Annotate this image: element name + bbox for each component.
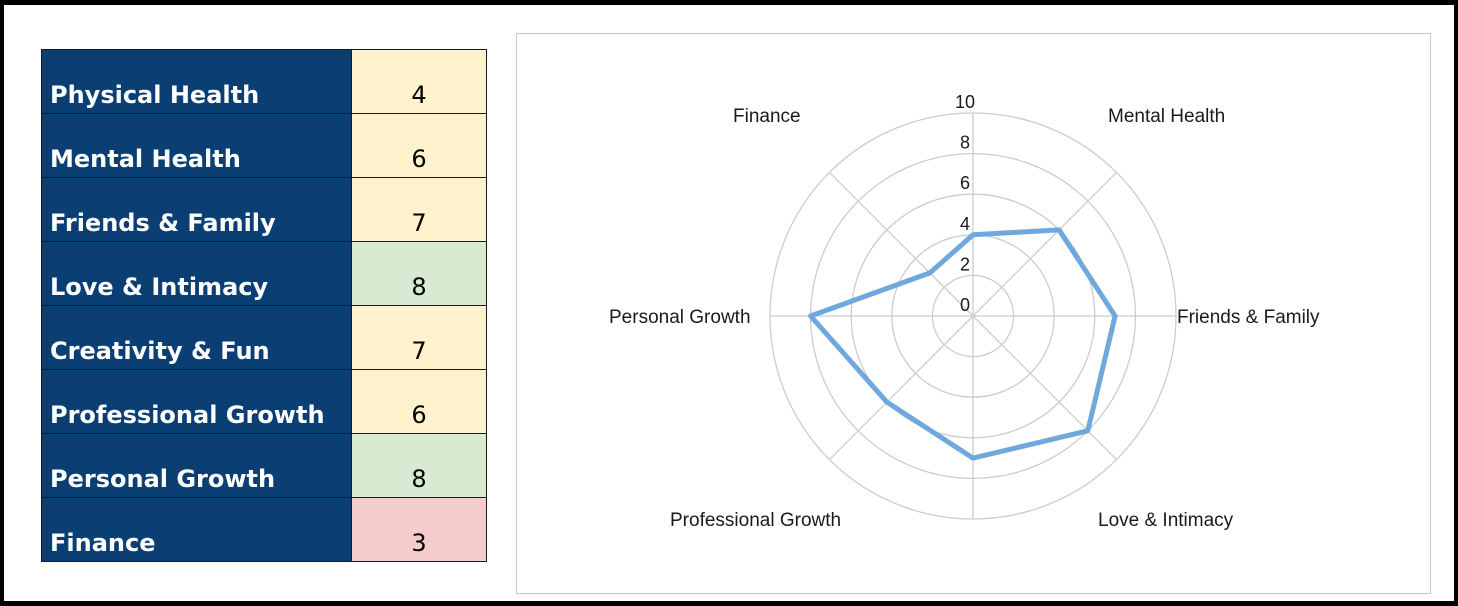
- category-cell[interactable]: Mental Health: [41, 113, 352, 178]
- table-row: Finance 3: [41, 497, 487, 562]
- score-cell[interactable]: 7: [351, 177, 487, 242]
- radar-chart[interactable]: 0 2 4 6 8 10 Mental Health Friends & Family Love…: [516, 33, 1431, 594]
- radial-tick-label: 4: [960, 214, 970, 234]
- category-cell[interactable]: Physical Health: [41, 49, 352, 114]
- radial-tick-label: 10: [955, 92, 975, 112]
- score-cell[interactable]: 4: [351, 49, 487, 114]
- score-cell[interactable]: 7: [351, 305, 487, 370]
- radial-tick-label: 8: [960, 133, 970, 153]
- score-cell[interactable]: 8: [351, 433, 487, 498]
- radar-chart-svg: 0 2 4 6 8 10 Mental Health Friends & Family Love…: [609, 92, 1320, 531]
- category-cell[interactable]: Finance: [41, 497, 352, 562]
- score-cell[interactable]: 3: [351, 497, 487, 562]
- table-row: Love & Intimacy 8: [41, 241, 487, 306]
- category-label: Finance: [733, 106, 801, 127]
- table-row: Creativity & Fun 7: [41, 305, 487, 370]
- category-cell[interactable]: Personal Growth: [41, 433, 352, 498]
- table-row: Physical Health 4: [41, 49, 487, 114]
- score-cell[interactable]: 6: [351, 369, 487, 434]
- category-label: Love & Intimacy: [1098, 510, 1234, 531]
- grid-spoke: [828, 315, 974, 461]
- category-cell[interactable]: Creativity & Fun: [41, 305, 352, 370]
- grid-spoke: [972, 315, 1118, 461]
- grid-spoke: [972, 171, 1118, 317]
- score-cell[interactable]: 6: [351, 113, 487, 178]
- score-table: Physical Health 4 Mental Health 6 Friends & …: [41, 49, 487, 562]
- category-cell[interactable]: Friends & Family: [41, 177, 352, 242]
- category-label: Personal Growth: [609, 307, 751, 328]
- radial-tick-label: 2: [960, 254, 970, 274]
- table-row: Mental Health 6: [41, 113, 487, 178]
- category-cell[interactable]: Love & Intimacy: [41, 241, 352, 306]
- category-label: Friends & Family: [1177, 307, 1320, 328]
- table-row: Friends & Family 7: [41, 177, 487, 242]
- category-cell[interactable]: Professional Growth: [41, 369, 352, 434]
- table-row: Personal Growth 8: [41, 433, 487, 498]
- category-label: Professional Growth: [670, 510, 841, 531]
- radial-tick-label: 6: [960, 173, 970, 193]
- table-row: Professional Growth 6: [41, 369, 487, 434]
- radial-tick-label: 0: [960, 295, 970, 315]
- score-cell[interactable]: 8: [351, 241, 487, 306]
- grid-spoke: [828, 171, 974, 317]
- category-label: Mental Health: [1108, 106, 1225, 127]
